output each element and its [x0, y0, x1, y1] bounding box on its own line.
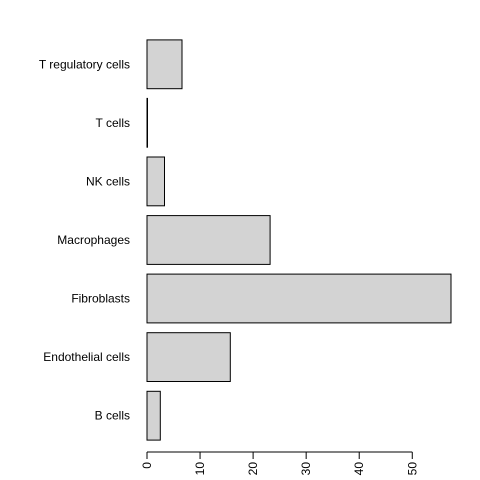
category-label: T regulatory cells: [39, 57, 130, 71]
x-tick-label: 0: [140, 462, 154, 469]
category-label: NK cells: [86, 174, 130, 188]
x-tick-label: 50: [405, 462, 419, 476]
bar-b-cells: [146, 390, 161, 441]
bar-t-regulatory-cells: [146, 39, 183, 90]
category-label: Fibroblasts: [71, 292, 130, 306]
bar-endothelial-cells: [146, 332, 231, 383]
x-axis: 0 10 20 30 40 50: [140, 451, 419, 476]
category-label: T cells: [96, 116, 130, 130]
category-label: Endothelial cells: [43, 350, 130, 364]
bars-group: [146, 39, 452, 441]
bar-fibroblasts: [146, 273, 452, 324]
x-tick-label: 20: [246, 462, 260, 476]
x-tick-label: 30: [299, 462, 313, 476]
x-tick-label: 40: [352, 462, 366, 476]
category-labels-group: B cells Endothelial cells Fibroblasts Macro…: [39, 57, 130, 422]
category-label: Macrophages: [57, 233, 130, 247]
x-tick-label: 10: [193, 462, 207, 476]
bar-nk-cells: [146, 156, 165, 207]
category-label: B cells: [95, 409, 130, 423]
bar-t-cells: [146, 97, 148, 148]
bar-macrophages: [146, 215, 271, 265]
